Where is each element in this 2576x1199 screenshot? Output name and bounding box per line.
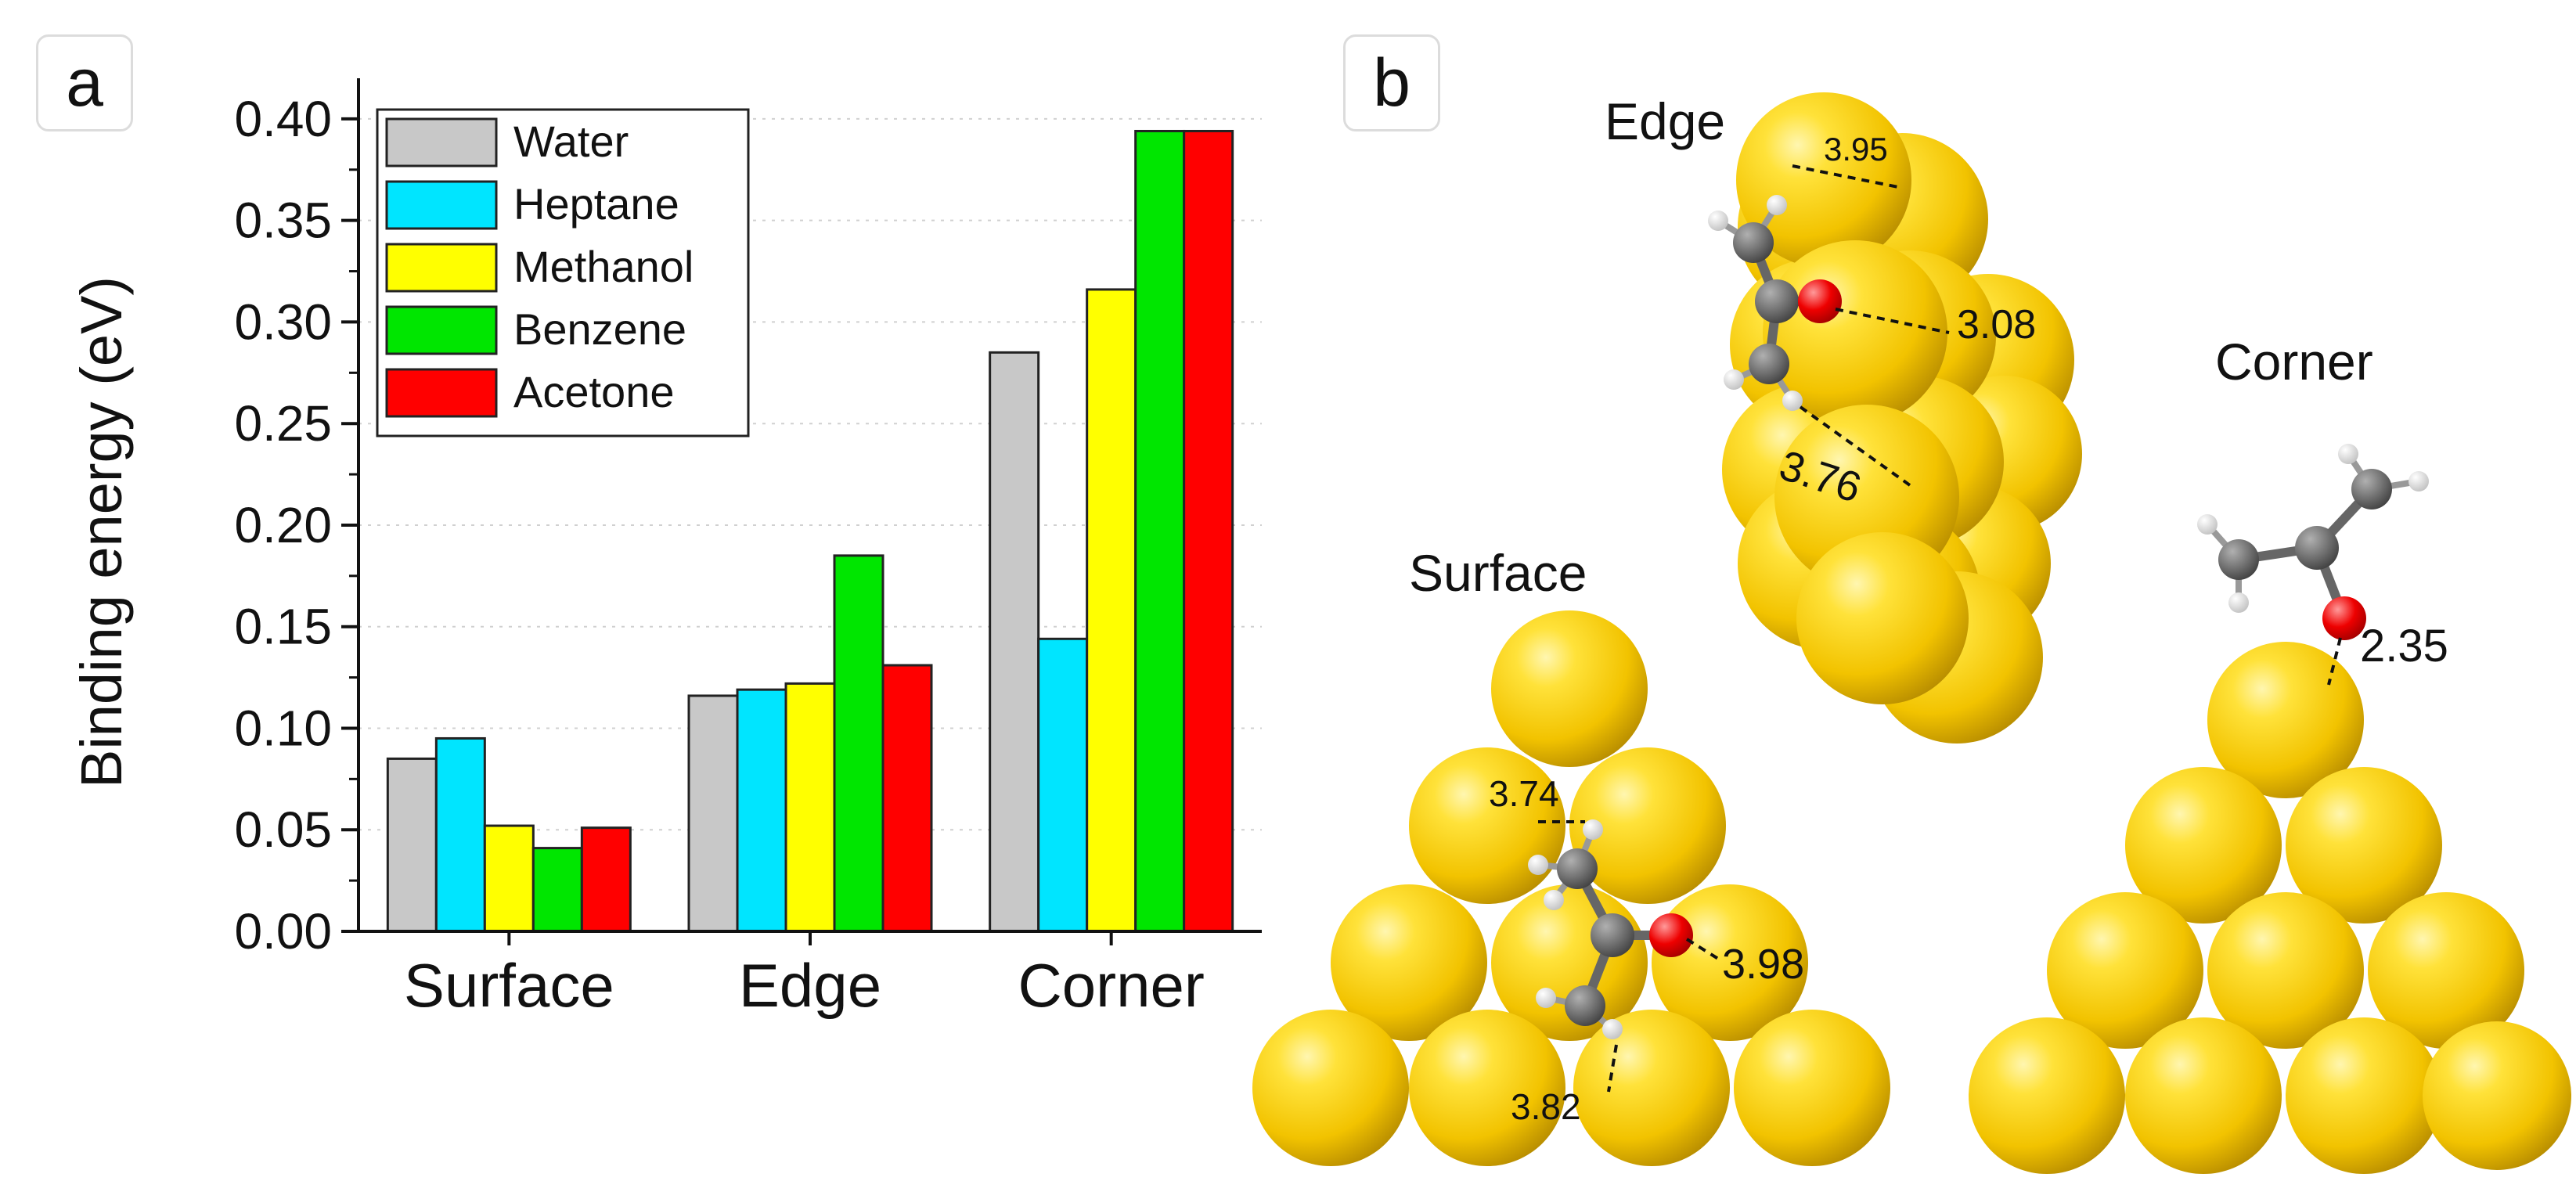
bar-acetone-surface <box>580 826 632 933</box>
surface-distance-markers <box>1538 820 1720 1093</box>
edge-structure: Edge <box>1605 92 2082 744</box>
legend-label-acetone: Acetone <box>513 367 675 416</box>
bar-heptane-corner <box>1037 637 1089 933</box>
corner-structure: Corner <box>1969 333 2571 1174</box>
surface-distance-2: 3.98 <box>1722 941 1804 988</box>
legend-label-heptane: Heptane <box>513 179 679 229</box>
legend-swatch-benzene <box>385 305 498 355</box>
y-tick-label: 0.35 <box>234 193 332 249</box>
bar-heptane-surface <box>434 736 486 933</box>
legend: Water Heptane Methanol Benzene Acetone <box>376 108 750 437</box>
corner-title: Corner <box>2215 333 2373 391</box>
corner-distance-1: 2.35 <box>2360 621 2448 672</box>
y-tick-label: 0.25 <box>234 395 332 452</box>
bar-heptane-edge <box>736 688 787 933</box>
bar-benzene-surface <box>531 847 583 933</box>
bar-water-corner <box>989 351 1040 933</box>
edge-acetone-molecule <box>1708 195 1842 411</box>
x-category-label: Edge <box>739 951 881 1020</box>
legend-label-water: Water <box>513 117 629 166</box>
y-tick-label: 0.10 <box>234 700 332 756</box>
bar-benzene-edge <box>833 554 884 933</box>
y-tick-label: 0.40 <box>234 91 332 147</box>
bar-water-surface <box>386 757 438 933</box>
y-tick-label: 0.05 <box>234 801 332 858</box>
surface-distance-3: 3.82 <box>1511 1086 1581 1127</box>
bar-water-edge <box>687 694 739 933</box>
edge-distance-1: 3.95 <box>1824 131 1888 167</box>
axes: 0.00 0.05 0.10 0.15 0.20 0.25 0.30 0.35 0.40 Surf… <box>234 78 1262 1020</box>
panel-label-b: b <box>1343 34 1440 131</box>
y-tick-label: 0.00 <box>234 903 332 960</box>
y-axis-label: Binding energy (eV) <box>69 276 134 788</box>
y-tick-label: 0.20 <box>234 497 332 553</box>
x-category-label: Corner <box>1018 951 1204 1020</box>
corner-gold-cluster <box>1969 642 2571 1174</box>
bar-benzene-corner <box>1134 129 1186 933</box>
edge-distance-2: 3.08 <box>1957 302 2036 347</box>
legend-swatch-methanol <box>385 243 498 293</box>
bar-acetone-edge <box>881 664 933 933</box>
surface-distance-1: 3.74 <box>1489 773 1559 814</box>
y-tick-label: 0.30 <box>234 293 332 350</box>
edge-gold-cluster <box>1722 92 2082 744</box>
bar-methanol-edge <box>784 682 836 933</box>
legend-swatch-water <box>385 117 498 167</box>
legend-swatch-heptane <box>385 180 498 230</box>
legend-label-benzene: Benzene <box>513 304 686 354</box>
legend-items: Water Heptane Methanol Benzene Acetone <box>385 117 694 418</box>
surface-title: Surface <box>1409 544 1587 602</box>
surface-gold-cluster <box>1252 610 1890 1166</box>
legend-label-methanol: Methanol <box>513 242 694 291</box>
bar-acetone-corner <box>1183 129 1234 933</box>
bar-methanol-surface <box>483 824 535 933</box>
x-category-label: Surface <box>404 951 614 1020</box>
y-tick-label: 0.15 <box>234 599 332 655</box>
panel-label-a: a <box>36 34 133 131</box>
corner-acetone-molecule <box>2197 444 2429 640</box>
legend-swatch-acetone <box>385 368 498 418</box>
edge-distance-markers <box>1792 164 1950 487</box>
edge-title: Edge <box>1605 92 1725 150</box>
surface-structure: Surface <box>1252 544 1890 1166</box>
surface-acetone-molecule <box>1528 819 1693 1039</box>
binding-energy-chart: 0.00 0.05 0.10 0.15 0.20 0.25 0.30 0.35 0.40 Surf… <box>69 78 1262 1020</box>
bar-methanol-corner <box>1086 288 1137 933</box>
